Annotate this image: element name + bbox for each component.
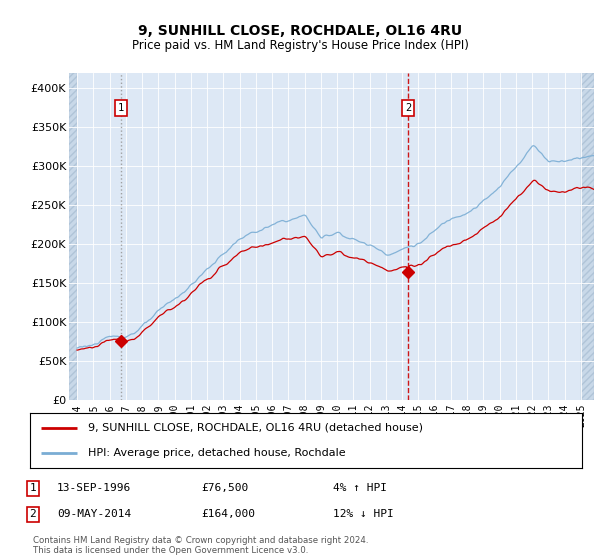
Text: 12% ↓ HPI: 12% ↓ HPI <box>333 509 394 519</box>
Text: 1: 1 <box>29 483 37 493</box>
Text: £164,000: £164,000 <box>201 509 255 519</box>
Text: 2: 2 <box>405 103 411 113</box>
Bar <box>581 73 594 400</box>
Bar <box>69 73 77 400</box>
Text: Contains HM Land Registry data © Crown copyright and database right 2024.
This d: Contains HM Land Registry data © Crown c… <box>33 536 368 556</box>
Text: 9, SUNHILL CLOSE, ROCHDALE, OL16 4RU: 9, SUNHILL CLOSE, ROCHDALE, OL16 4RU <box>138 24 462 38</box>
Text: Price paid vs. HM Land Registry's House Price Index (HPI): Price paid vs. HM Land Registry's House … <box>131 39 469 52</box>
Text: 2: 2 <box>29 509 37 519</box>
Text: 1: 1 <box>118 103 124 113</box>
Text: 13-SEP-1996: 13-SEP-1996 <box>57 483 131 493</box>
Text: 09-MAY-2014: 09-MAY-2014 <box>57 509 131 519</box>
Text: £76,500: £76,500 <box>201 483 248 493</box>
Text: HPI: Average price, detached house, Rochdale: HPI: Average price, detached house, Roch… <box>88 448 346 458</box>
Text: 9, SUNHILL CLOSE, ROCHDALE, OL16 4RU (detached house): 9, SUNHILL CLOSE, ROCHDALE, OL16 4RU (de… <box>88 423 423 432</box>
Text: 4% ↑ HPI: 4% ↑ HPI <box>333 483 387 493</box>
